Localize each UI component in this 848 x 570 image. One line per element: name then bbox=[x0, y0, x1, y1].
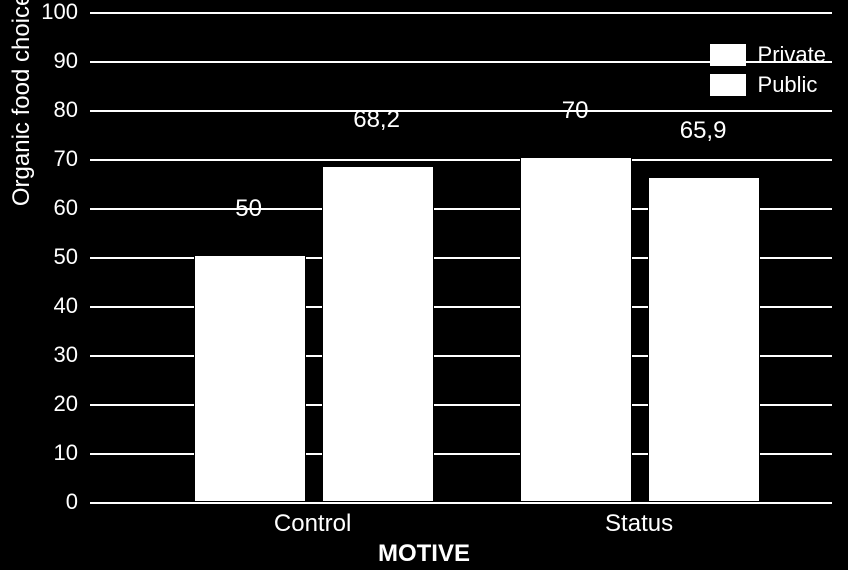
x-group-label-control: Control bbox=[194, 510, 432, 538]
legend-swatch bbox=[710, 74, 746, 96]
y-tick-label: 40 bbox=[0, 295, 78, 317]
y-tick-label: 90 bbox=[0, 50, 78, 72]
y-tick-label: 100 bbox=[0, 1, 78, 23]
bar-chart: 5068,27065,9 Organic food choices (%) MO… bbox=[0, 0, 848, 570]
bar-value-label: 70 bbox=[520, 97, 630, 125]
legend-label: Public bbox=[758, 72, 818, 98]
legend: Private Public bbox=[710, 42, 826, 98]
bar-status-private bbox=[520, 157, 632, 502]
bar-value-label: 50 bbox=[194, 195, 304, 223]
y-tick-label: 50 bbox=[0, 246, 78, 268]
legend-label: Private bbox=[758, 42, 826, 68]
legend-swatch bbox=[710, 44, 746, 66]
bar-value-label: 65,9 bbox=[648, 117, 758, 145]
x-axis-title: MOTIVE bbox=[0, 540, 848, 568]
x-group-label-status: Status bbox=[520, 510, 758, 538]
bar-status-public bbox=[648, 177, 760, 502]
y-tick-label: 60 bbox=[0, 197, 78, 219]
y-tick-label: 30 bbox=[0, 344, 78, 366]
legend-item-private: Private bbox=[710, 42, 826, 68]
bar-control-private bbox=[194, 255, 306, 502]
gridline bbox=[90, 159, 832, 161]
y-tick-label: 20 bbox=[0, 393, 78, 415]
y-tick-label: 0 bbox=[0, 491, 78, 513]
gridline bbox=[90, 110, 832, 112]
gridline bbox=[90, 12, 832, 14]
y-tick-label: 10 bbox=[0, 442, 78, 464]
y-tick-label: 70 bbox=[0, 148, 78, 170]
y-tick-label: 80 bbox=[0, 99, 78, 121]
legend-item-public: Public bbox=[710, 72, 826, 98]
bar-control-public bbox=[322, 166, 434, 502]
bar-value-label: 68,2 bbox=[322, 106, 432, 134]
